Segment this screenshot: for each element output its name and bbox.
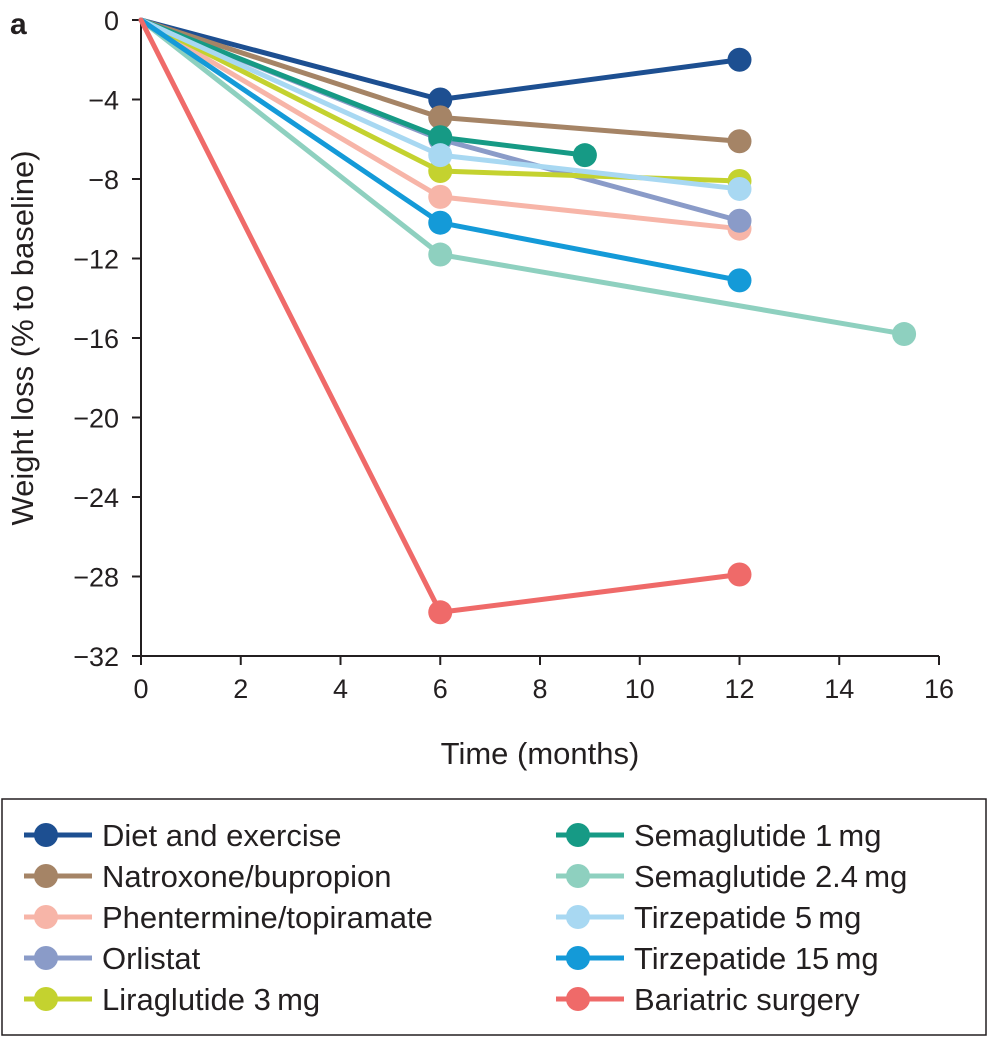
legend-item: Semaglutide 2.4 mg bbox=[556, 859, 907, 894]
legend-item: Semaglutide 1 mg bbox=[556, 818, 881, 853]
legend-label: Tirzepatide 5 mg bbox=[634, 900, 861, 935]
data-point bbox=[428, 242, 453, 267]
legend-label: Bariatric surgery bbox=[634, 982, 860, 1017]
data-point bbox=[428, 184, 453, 209]
x-tick-label: 0 bbox=[133, 674, 148, 704]
x-tick-label: 2 bbox=[233, 674, 248, 704]
legend-label: Diet and exercise bbox=[102, 818, 342, 853]
legend-label: Semaglutide 2.4 mg bbox=[634, 859, 907, 894]
legend-swatch-marker bbox=[34, 987, 58, 1011]
legend-item: Bariatric surgery bbox=[556, 982, 860, 1017]
legend-swatch-marker bbox=[34, 905, 58, 929]
y-tick-label: −8 bbox=[88, 165, 119, 195]
panel-label: a bbox=[10, 8, 27, 41]
legend-swatch-marker bbox=[566, 905, 590, 929]
data-point bbox=[727, 562, 752, 587]
y-tick-label: −24 bbox=[73, 483, 119, 513]
legend-label: Phentermine/topiramate bbox=[102, 900, 433, 935]
x-tick-label: 6 bbox=[433, 674, 448, 704]
legend-item: Natroxone/bupropion bbox=[24, 859, 392, 894]
legend-label: Liraglutide 3 mg bbox=[102, 982, 320, 1017]
data-point bbox=[727, 47, 752, 72]
x-tick-label: 10 bbox=[625, 674, 655, 704]
legend: Diet and exercise Natroxone/bupropion Phen… bbox=[1, 798, 987, 1036]
legend-items: Diet and exercise Natroxone/bupropion Phen… bbox=[24, 818, 907, 1017]
legend-item: Tirzepatide 5 mg bbox=[556, 900, 861, 935]
data-point bbox=[428, 87, 453, 112]
data-point bbox=[727, 129, 752, 154]
legend-item: Diet and exercise bbox=[24, 818, 342, 853]
legend-item: Tirzepatide 15 mg bbox=[556, 941, 879, 976]
y-tick-label: −32 bbox=[73, 642, 119, 672]
x-tick-label: 16 bbox=[924, 674, 954, 704]
y-ticks: 0 −4 −8 −12 −16 −20 −24 −28 −32 bbox=[73, 6, 141, 672]
legend-swatch-marker bbox=[34, 823, 58, 847]
x-axis-title: Time (months) bbox=[441, 736, 640, 771]
y-axis-title: Weight loss (% to baseline) bbox=[5, 150, 40, 525]
legend-label: Natroxone/bupropion bbox=[102, 859, 392, 894]
data-point bbox=[428, 600, 453, 625]
legend-swatch-marker bbox=[34, 946, 58, 970]
x-ticks: 0 2 4 6 8 10 12 14 16 bbox=[133, 656, 954, 704]
legend-swatch-marker bbox=[566, 946, 590, 970]
y-tick-label: 0 bbox=[104, 6, 119, 36]
legend-swatch-marker bbox=[566, 823, 590, 847]
legend-item: Liraglutide 3 mg bbox=[24, 982, 320, 1017]
legend-swatch-marker bbox=[566, 987, 590, 1011]
data-point bbox=[572, 143, 597, 168]
legend-label: Semaglutide 1 mg bbox=[634, 818, 881, 853]
y-tick-label: −28 bbox=[73, 563, 119, 593]
x-tick-label: 8 bbox=[532, 674, 547, 704]
series-lines bbox=[138, 17, 907, 615]
x-tick-label: 12 bbox=[724, 674, 754, 704]
data-point bbox=[428, 143, 453, 168]
x-tick-label: 14 bbox=[824, 674, 854, 704]
series-points bbox=[428, 47, 917, 625]
data-point bbox=[428, 210, 453, 235]
legend-item: Orlistat bbox=[24, 941, 201, 976]
legend-swatch-marker bbox=[566, 864, 590, 888]
data-point bbox=[428, 105, 453, 130]
y-tick-label: −16 bbox=[73, 324, 119, 354]
data-point bbox=[727, 268, 752, 293]
axes: 0 2 4 6 8 10 12 14 16 0 −4 −8 −12 −16 −20 −24 −28 −32 bbox=[73, 6, 954, 704]
y-tick-label: −12 bbox=[73, 245, 119, 275]
legend-frame bbox=[1, 798, 987, 1036]
legend-label: Orlistat bbox=[102, 941, 201, 976]
data-point bbox=[727, 208, 752, 233]
y-tick-label: −20 bbox=[73, 404, 119, 434]
x-tick-label: 4 bbox=[333, 674, 348, 704]
y-tick-label: −4 bbox=[88, 86, 119, 116]
data-point bbox=[892, 322, 917, 347]
data-point bbox=[428, 125, 453, 150]
legend-label: Tirzepatide 15 mg bbox=[634, 941, 879, 976]
data-point bbox=[727, 176, 752, 201]
legend-item: Phentermine/topiramate bbox=[24, 900, 433, 935]
legend-swatch-marker bbox=[34, 864, 58, 888]
